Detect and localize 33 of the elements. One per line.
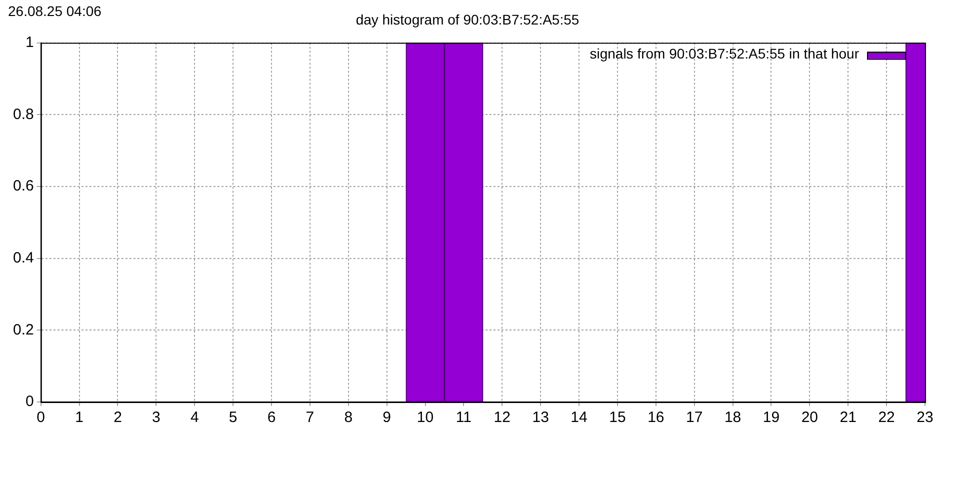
x-tick-label: 4 <box>190 409 199 426</box>
y-tick-label: 0.6 <box>12 178 34 195</box>
x-tick-label: 12 <box>494 409 510 426</box>
x-tick-label: 19 <box>762 409 780 426</box>
y-tick-label: 1 <box>26 34 34 51</box>
x-tick-label: 0 <box>36 409 46 426</box>
x-tick-label: 15 <box>609 409 626 426</box>
x-tick-label: 22 <box>878 409 895 426</box>
text: 26.08.25 04:06 <box>8 2 102 19</box>
x-tick-label: 23 <box>916 409 934 426</box>
x-tick-label: 16 <box>648 409 664 426</box>
x-tick-label: 17 <box>686 409 703 426</box>
chart-title: day histogram of 90:03:B7:52:A5:55 <box>356 11 580 28</box>
y-tick-label: 0.8 <box>12 106 34 123</box>
x-tick-label: 13 <box>532 409 549 426</box>
y-tick-label: 0.2 <box>12 321 34 338</box>
legend-label: signals from 90:03:B7:52:A5:55 in that hour <box>590 46 860 62</box>
x-tick-label: 9 <box>382 409 391 426</box>
x-tick-label: 5 <box>228 409 238 426</box>
x-tick-label: 10 <box>416 409 434 426</box>
x-tick-label: 7 <box>306 409 314 426</box>
x-tick-label: 3 <box>152 409 160 426</box>
x-tick-label: 21 <box>840 409 856 426</box>
x-tick-label: 2 <box>114 409 122 426</box>
x-tick-label: 18 <box>724 409 742 426</box>
x-tick-label: 20 <box>801 409 818 426</box>
y-tick-label: 0.4 <box>12 249 34 266</box>
y-tick-label: 0 <box>26 393 34 410</box>
x-tick-label: 1 <box>75 409 84 426</box>
x-tick-label: 14 <box>570 409 588 426</box>
x-tick-label: 11 <box>456 409 472 426</box>
x-tick-label: 8 <box>344 409 353 426</box>
x-tick-label: 6 <box>267 409 276 426</box>
